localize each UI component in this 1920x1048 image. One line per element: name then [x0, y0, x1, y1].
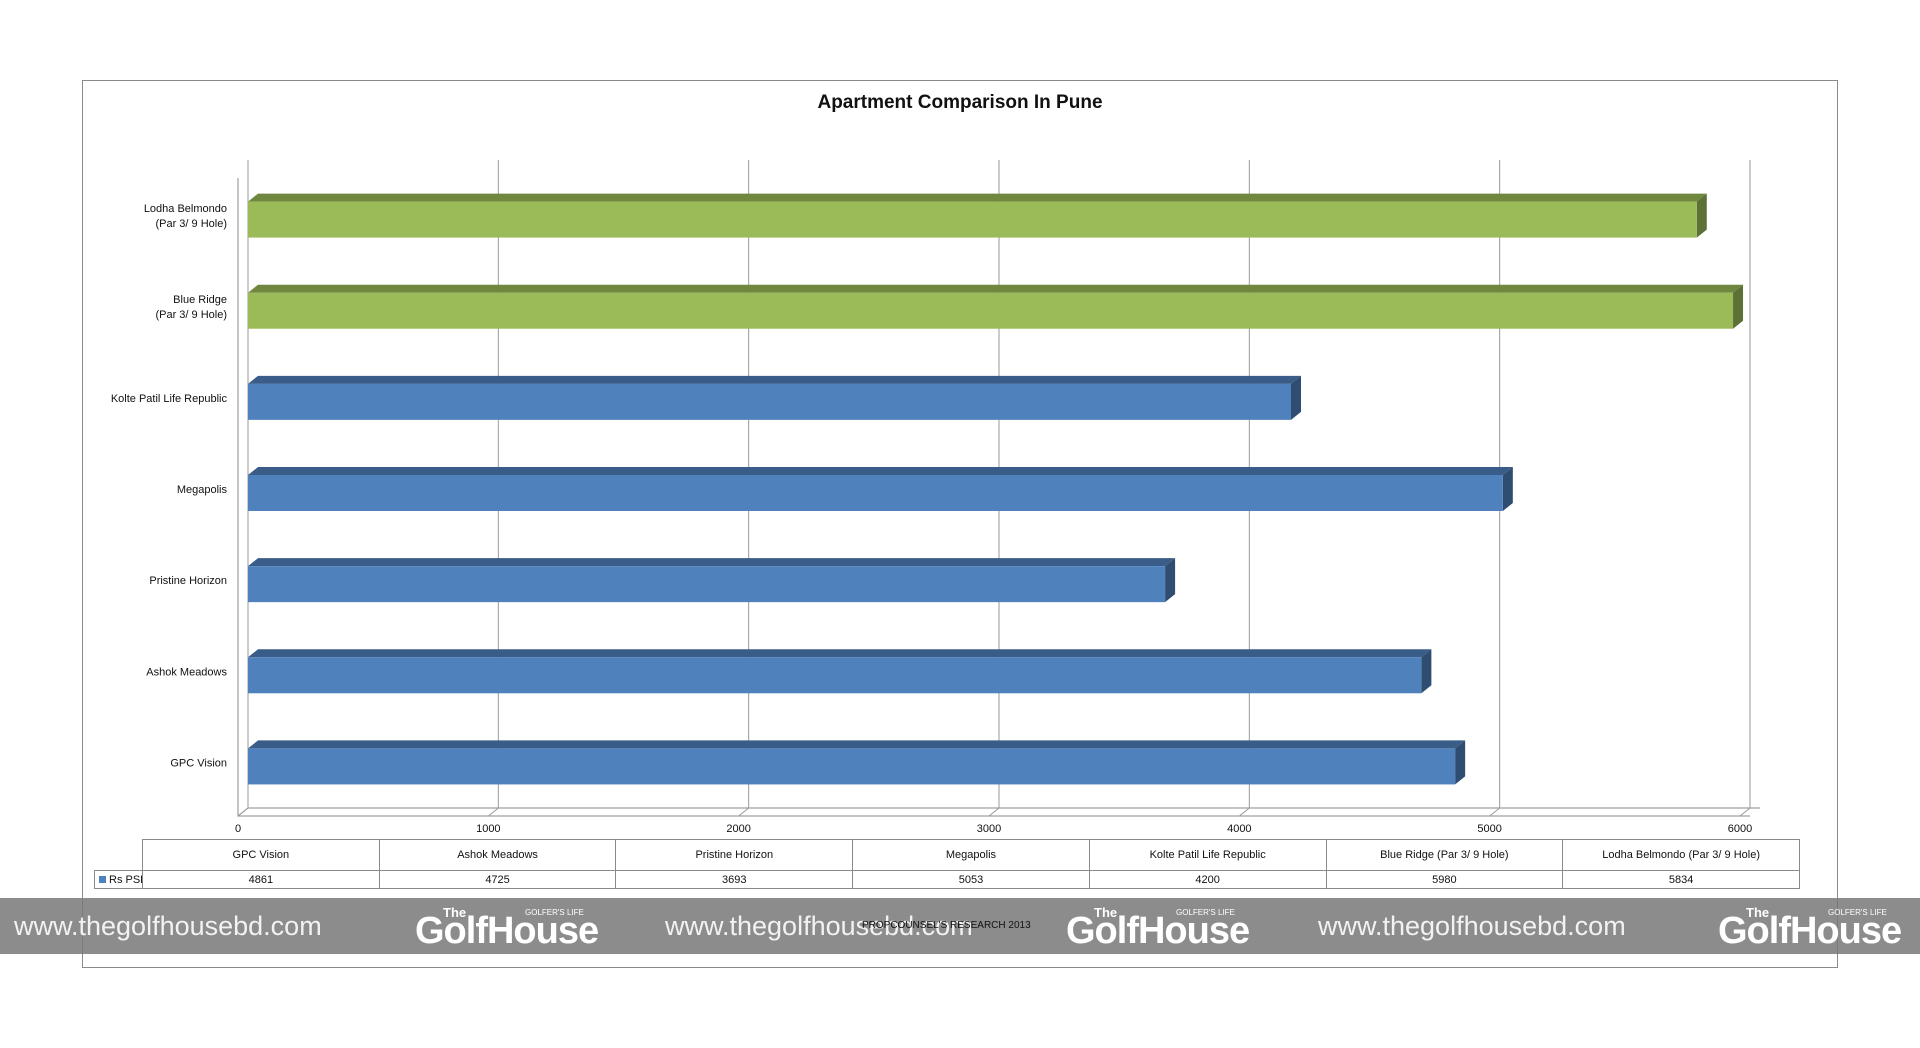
bar-top-face	[248, 649, 1432, 658]
data-table-value: 4861	[142, 870, 380, 889]
bar-top-face	[248, 740, 1466, 749]
bar-top-face	[248, 558, 1176, 567]
data-table-header: Pristine Horizon	[615, 839, 854, 871]
bar	[248, 201, 1697, 238]
logo-tag: GOLFER'S LIFE	[1176, 908, 1235, 917]
gridline-floor	[1739, 807, 1751, 817]
legend-swatch	[99, 876, 106, 884]
watermark-banner: www.thegolfhousebd.com The GolfHouse GOL…	[0, 898, 1920, 954]
bar	[248, 566, 1166, 603]
data-table-value: 4725	[378, 870, 617, 889]
bar-top-face	[248, 375, 1301, 384]
bar	[248, 383, 1291, 420]
data-table-value: 5834	[1562, 870, 1800, 889]
x-tick-label: 1000	[476, 823, 500, 835]
data-table: GPC Vision Ashok Meadows Pristine Horizo…	[94, 839, 1800, 889]
series-name: Rs PSF	[109, 873, 142, 886]
data-table-series-label: Rs PSF	[94, 870, 143, 889]
data-table-header: GPC Vision	[142, 839, 380, 871]
data-table-corner	[94, 839, 143, 871]
gridline-floor	[738, 807, 749, 817]
bar-side-face	[1291, 375, 1301, 420]
gridline-floor	[1239, 807, 1250, 817]
x-tick-label: 4000	[1227, 823, 1251, 835]
bar-top-face	[248, 193, 1707, 202]
watermark-logo: The GolfHouse GOLFER'S LIFE	[415, 904, 605, 952]
bar	[248, 475, 1503, 511]
y-category-label: (Par 3/ 9 Hole)	[155, 218, 227, 230]
gridline-floor	[1489, 807, 1500, 817]
data-table-header-row: GPC Vision Ashok Meadows Pristine Horizo…	[94, 839, 1800, 871]
back-wall	[237, 170, 249, 818]
bar-side-face	[1455, 740, 1466, 785]
source-note: PROPCOUNSEL'S RESEARCH 2013	[862, 920, 1031, 931]
data-table-value-row: Rs PSF 4861 4725 3693 5053 4200 5980 583…	[94, 870, 1800, 889]
logo-name: GolfHouse	[1718, 910, 1902, 952]
logo-the: The	[1094, 905, 1118, 920]
data-table-value: 3693	[615, 870, 854, 889]
watermark-url: www.thegolfhousebd.com	[1318, 911, 1626, 941]
gridline-floor	[488, 807, 499, 817]
data-table-header: Lodha Belmondo (Par 3/ 9 Hole)	[1562, 839, 1800, 871]
data-table-header: Ashok Meadows	[378, 839, 617, 871]
bar-side-face	[1502, 467, 1513, 511]
data-table-value: 4200	[1088, 870, 1327, 889]
data-table-header: Megapolis	[852, 839, 1090, 871]
logo-tag: GOLFER'S LIFE	[525, 908, 584, 917]
bar-top-face	[248, 467, 1513, 475]
data-table-header: Blue Ridge (Par 3/ 9 Hole)	[1325, 839, 1564, 871]
watermark-logo: The GolfHouse GOLFER'S LIFE	[1066, 904, 1256, 952]
x-tick-label: 2000	[726, 823, 750, 835]
y-category-label: Kolte Patil Life Republic	[111, 393, 228, 405]
logo-name: GolfHouse	[415, 910, 599, 952]
y-category-label: Pristine Horizon	[149, 575, 227, 587]
x-tick-label: 5000	[1477, 823, 1501, 835]
bar-side-face	[1165, 558, 1176, 603]
y-category-label: Ashok Meadows	[146, 666, 227, 678]
y-category-label: Megapolis	[177, 484, 228, 496]
bar	[248, 292, 1734, 329]
y-category-label: Blue Ridge	[173, 294, 227, 306]
bar-top-face	[248, 284, 1744, 293]
y-category-label: GPC Vision	[170, 757, 227, 769]
logo-the: The	[1746, 905, 1770, 920]
bar-side-face	[1421, 649, 1432, 694]
x-tick-label: 3000	[977, 823, 1001, 835]
logo-the: The	[443, 905, 467, 920]
x-tick-label: 6000	[1728, 823, 1752, 835]
gridline-floor	[237, 807, 249, 817]
watermark-url: www.thegolfhousebd.com	[14, 911, 322, 941]
bar	[248, 748, 1456, 785]
logo-name: GolfHouse	[1066, 910, 1250, 952]
y-category-label: Lodha Belmondo	[144, 203, 227, 215]
bar	[248, 657, 1422, 694]
watermark-logo: The GolfHouse GOLFER'S LIFE	[1718, 904, 1908, 952]
data-table-value: 5053	[852, 870, 1090, 889]
x-tick-label: 0	[235, 823, 241, 835]
bar-side-face	[1696, 193, 1707, 238]
data-table-header: Kolte Patil Life Republic	[1088, 839, 1327, 871]
watermark-url: www.thegolfhousebd.com	[665, 911, 973, 941]
data-table-value: 5980	[1325, 870, 1564, 889]
logo-tag: GOLFER'S LIFE	[1828, 908, 1887, 917]
y-category-label: (Par 3/ 9 Hole)	[155, 309, 227, 321]
bar-side-face	[1733, 284, 1744, 329]
chart-title: Apartment Comparison In Pune	[817, 92, 1103, 113]
gridline-floor	[988, 807, 1000, 817]
